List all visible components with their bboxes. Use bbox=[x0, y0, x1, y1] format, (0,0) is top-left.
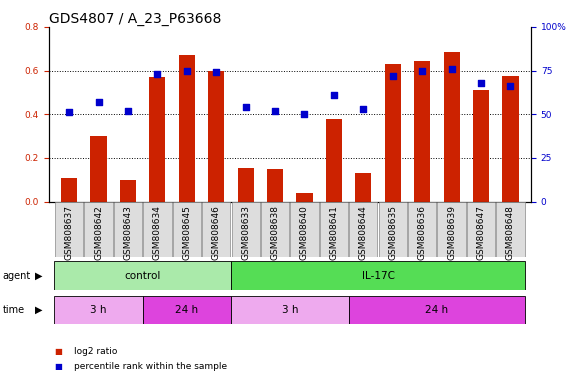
Bar bbox=[120, 180, 136, 202]
Bar bbox=[496, 202, 525, 257]
Text: GSM808642: GSM808642 bbox=[94, 205, 103, 260]
Text: GSM808640: GSM808640 bbox=[300, 205, 309, 260]
Bar bbox=[320, 202, 348, 257]
Bar bbox=[61, 177, 77, 202]
Point bbox=[388, 73, 397, 79]
Point bbox=[212, 69, 221, 75]
Text: percentile rank within the sample: percentile rank within the sample bbox=[74, 362, 227, 371]
Bar bbox=[54, 261, 231, 290]
Bar bbox=[502, 76, 518, 202]
Bar bbox=[54, 296, 143, 324]
Point bbox=[447, 66, 456, 72]
Bar bbox=[55, 202, 83, 257]
Text: GDS4807 / A_23_P63668: GDS4807 / A_23_P63668 bbox=[49, 12, 221, 26]
Point bbox=[123, 108, 132, 114]
Point bbox=[241, 104, 250, 110]
Point bbox=[271, 108, 280, 114]
Bar bbox=[85, 202, 112, 257]
Text: 3 h: 3 h bbox=[90, 305, 107, 315]
Bar bbox=[267, 169, 283, 202]
Text: GSM808645: GSM808645 bbox=[182, 205, 191, 260]
Text: GSM808639: GSM808639 bbox=[447, 205, 456, 260]
Text: IL-17C: IL-17C bbox=[361, 270, 395, 281]
Bar bbox=[414, 61, 431, 202]
Text: GSM808648: GSM808648 bbox=[506, 205, 515, 260]
Text: GSM808647: GSM808647 bbox=[477, 205, 485, 260]
Bar bbox=[379, 202, 407, 257]
Point bbox=[94, 99, 103, 105]
Text: time: time bbox=[3, 305, 25, 315]
Bar bbox=[437, 202, 466, 257]
Bar bbox=[149, 77, 166, 202]
Bar bbox=[208, 71, 224, 202]
Bar bbox=[114, 202, 142, 257]
Text: GSM808646: GSM808646 bbox=[212, 205, 221, 260]
Point bbox=[182, 68, 191, 74]
Bar bbox=[326, 119, 342, 202]
Text: agent: agent bbox=[3, 270, 31, 281]
Bar bbox=[202, 202, 230, 257]
Point bbox=[417, 68, 427, 74]
Bar bbox=[90, 136, 107, 202]
Text: GSM808644: GSM808644 bbox=[359, 205, 368, 260]
Text: ■: ■ bbox=[54, 347, 62, 356]
Bar bbox=[143, 202, 171, 257]
Bar bbox=[261, 202, 289, 257]
Text: 24 h: 24 h bbox=[425, 305, 448, 315]
Bar bbox=[231, 296, 349, 324]
Text: ▶: ▶ bbox=[35, 270, 43, 281]
Bar bbox=[296, 193, 312, 202]
Text: ■: ■ bbox=[54, 362, 62, 371]
Bar bbox=[291, 202, 319, 257]
Text: GSM808635: GSM808635 bbox=[388, 205, 397, 260]
Point bbox=[300, 111, 309, 118]
Point bbox=[359, 106, 368, 112]
Bar bbox=[408, 202, 436, 257]
Text: GSM808634: GSM808634 bbox=[153, 205, 162, 260]
Text: control: control bbox=[124, 270, 161, 281]
Point bbox=[476, 80, 485, 86]
Text: GSM808643: GSM808643 bbox=[123, 205, 132, 260]
Text: ▶: ▶ bbox=[35, 305, 43, 315]
Bar bbox=[179, 55, 195, 202]
Bar bbox=[143, 296, 231, 324]
Point bbox=[153, 71, 162, 77]
Bar bbox=[238, 168, 254, 202]
Text: GSM808641: GSM808641 bbox=[329, 205, 339, 260]
Bar bbox=[349, 202, 377, 257]
Bar bbox=[355, 173, 371, 202]
Bar bbox=[349, 296, 525, 324]
Bar bbox=[172, 202, 201, 257]
Text: GSM808637: GSM808637 bbox=[65, 205, 74, 260]
Text: log2 ratio: log2 ratio bbox=[74, 347, 118, 356]
Bar bbox=[467, 202, 495, 257]
Text: GSM808633: GSM808633 bbox=[241, 205, 250, 260]
Bar bbox=[231, 261, 525, 290]
Text: GSM808638: GSM808638 bbox=[271, 205, 280, 260]
Bar bbox=[473, 90, 489, 202]
Bar bbox=[385, 64, 401, 202]
Bar bbox=[231, 202, 260, 257]
Text: 24 h: 24 h bbox=[175, 305, 198, 315]
Point bbox=[329, 92, 339, 98]
Bar bbox=[444, 52, 460, 202]
Text: GSM808636: GSM808636 bbox=[417, 205, 427, 260]
Point bbox=[65, 109, 74, 116]
Point bbox=[506, 83, 515, 89]
Text: 3 h: 3 h bbox=[282, 305, 298, 315]
